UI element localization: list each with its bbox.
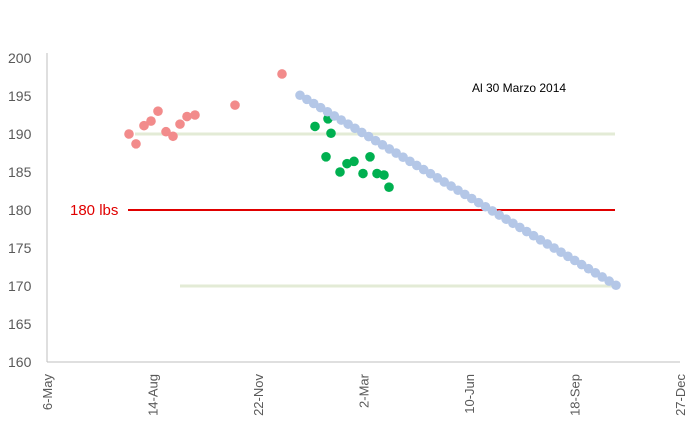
data-point-past: [146, 116, 156, 126]
y-tick-label: 195: [8, 88, 32, 104]
x-tick-label: 14-Aug: [146, 374, 161, 416]
data-point-past: [168, 131, 178, 142]
data-point-actual: [349, 156, 359, 167]
data-point-actual: [326, 128, 336, 139]
data-point-past: [175, 119, 185, 129]
data-point-projection: [611, 280, 621, 291]
y-tick-label: 180: [8, 202, 32, 218]
data-point-actual: [384, 182, 394, 192]
y-tick-label: 160: [8, 354, 32, 370]
x-tick-label: 22-Nov: [251, 374, 266, 416]
target-label: 180 lbs: [70, 202, 118, 219]
data-point-actual: [335, 167, 345, 177]
x-tick-label: 2-Mar: [357, 373, 372, 408]
x-tick-label: 27-Dec: [673, 374, 688, 416]
data-point-past: [277, 69, 287, 79]
data-point-actual: [365, 152, 375, 162]
data-point-actual: [379, 170, 389, 180]
data-point-past: [230, 100, 240, 110]
y-tick-label: 170: [8, 278, 32, 294]
x-tick-label: 18-Sep: [568, 374, 583, 416]
data-point-actual: [310, 121, 320, 132]
y-tick-label: 165: [8, 316, 32, 332]
y-tick-label: 190: [8, 126, 32, 142]
data-point-past: [139, 120, 149, 131]
data-point-past: [131, 139, 141, 149]
annotation-text: Al 30 Marzo 2014: [472, 81, 566, 95]
data-point-past: [124, 129, 134, 139]
y-tick-label: 200: [8, 50, 32, 66]
data-point-past: [161, 126, 171, 137]
data-point-past: [190, 110, 200, 120]
data-point-actual: [321, 152, 331, 162]
data-point-actual: [358, 168, 368, 179]
y-tick-label: 185: [8, 164, 32, 180]
x-tick-label: 6-May: [40, 374, 55, 411]
y-tick-label: 175: [8, 240, 32, 256]
data-point-past: [182, 111, 192, 122]
data-point-past: [153, 106, 163, 116]
x-tick-label: 10-Jun: [462, 374, 477, 414]
